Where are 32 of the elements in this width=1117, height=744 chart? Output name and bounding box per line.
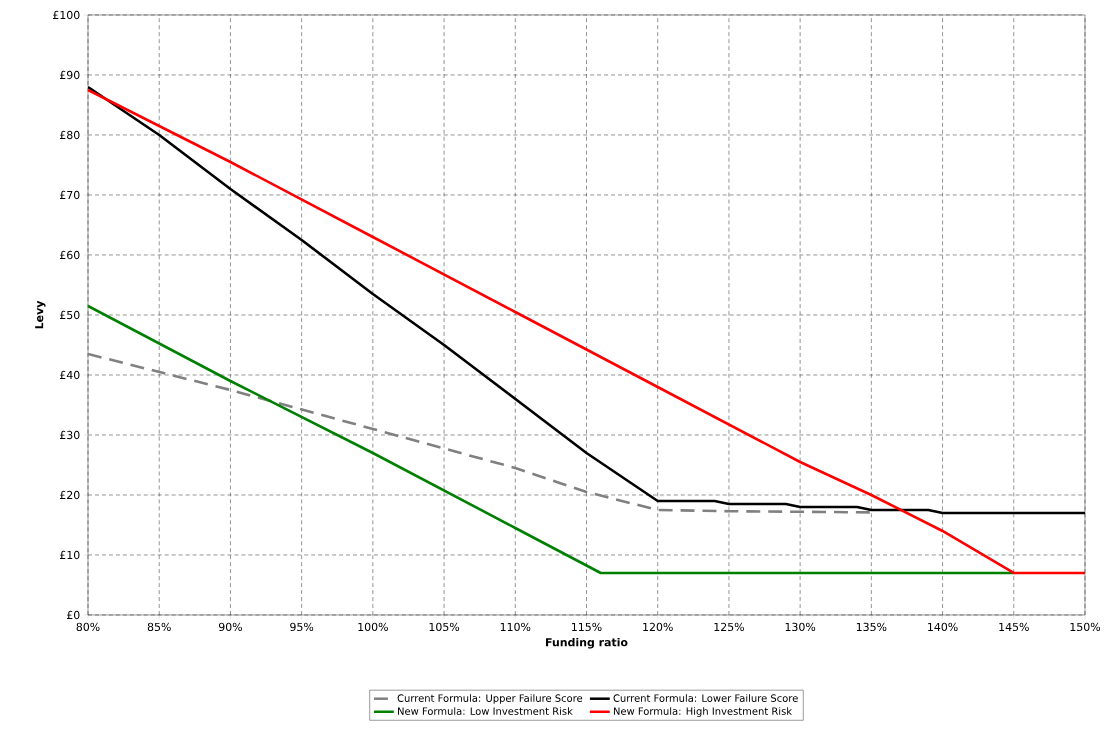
- x-tick-label: 150%: [1070, 622, 1101, 632]
- x-tick-label: 130%: [785, 622, 816, 632]
- x-tick-label: 105%: [429, 622, 460, 632]
- x-tick-label: 90%: [218, 622, 242, 632]
- y-tick-label: £80: [60, 130, 80, 140]
- legend-label: Current Formula: Upper Failure Score: [397, 694, 583, 704]
- x-axis-title: Funding ratio: [546, 637, 628, 649]
- x-tick-label: 95%: [290, 622, 314, 632]
- y-tick-label: £70: [60, 190, 80, 200]
- y-tick-label: £20: [60, 490, 80, 500]
- y-tick-label: £90: [60, 70, 80, 80]
- y-tick-label: £10: [60, 550, 80, 560]
- x-tick-label: 135%: [856, 622, 887, 632]
- x-tick-label: 145%: [999, 622, 1029, 632]
- y-tick-label: £30: [60, 430, 80, 440]
- x-tick-label: 120%: [643, 622, 673, 632]
- x-tick-label: 115%: [572, 622, 602, 632]
- x-tick-label: 110%: [500, 622, 531, 632]
- legend-label: New Formula: High Investment Risk: [613, 707, 793, 717]
- y-axis-title: Levy: [35, 300, 46, 329]
- y-tick-label: £100: [53, 10, 80, 20]
- x-tick-label: 100%: [358, 622, 388, 632]
- x-tick-label: 125%: [714, 622, 744, 632]
- x-tick-label: 85%: [147, 622, 171, 632]
- y-tick-label: £40: [60, 370, 80, 380]
- x-tick-label: 140%: [928, 622, 958, 632]
- y-tick-label: £50: [60, 310, 80, 320]
- y-tick-label: £60: [60, 250, 80, 260]
- legend-label: Current Formula: Lower Failure Score: [613, 694, 798, 702]
- legend-label: New Formula: Low Investment Risk: [398, 707, 573, 715]
- y-tick-label: £0: [66, 610, 80, 620]
- x-tick-label: 80%: [76, 622, 100, 632]
